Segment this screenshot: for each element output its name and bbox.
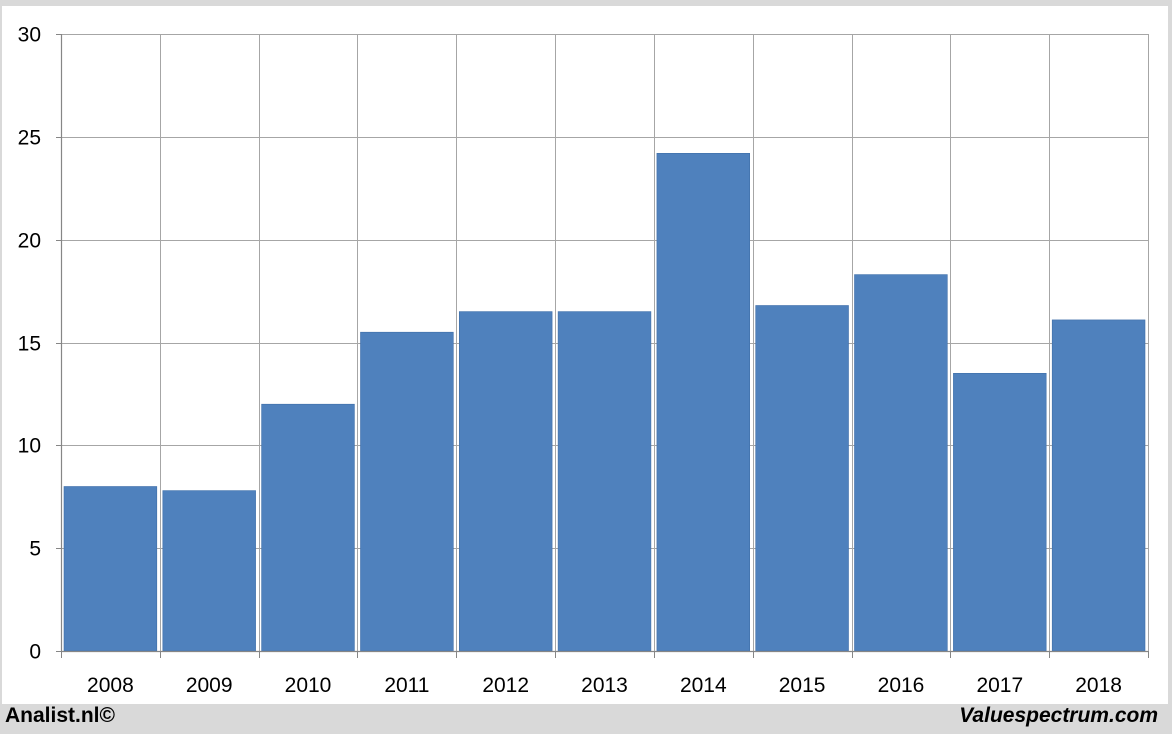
y-tick-label: 15 (18, 333, 41, 356)
y-tick-label: 30 (18, 24, 41, 47)
x-tick-label: 2010 (285, 674, 332, 697)
x-tick-label: 2012 (482, 674, 529, 697)
axes-layer (56, 34, 1149, 658)
x-tick-label: 2011 (384, 674, 429, 697)
y-tick-label: 0 (29, 641, 41, 664)
x-tick-label: 2014 (680, 674, 727, 697)
x-tick-label: 2015 (779, 674, 826, 697)
footer-brand-label: Valuespectrum.com (959, 704, 1158, 727)
y-tick-label: 25 (18, 127, 41, 150)
footer-source-label: Analist.nl© (5, 704, 115, 727)
y-tick-labels: 0 5 10 15 20 25 30 (18, 24, 41, 664)
bar-2011 (360, 331, 454, 652)
x-tick-label: 2018 (1075, 674, 1122, 697)
bar-2009 (162, 490, 256, 652)
x-tick-label: 2016 (878, 674, 925, 697)
bar-2016 (854, 274, 948, 652)
x-tick-label: 2009 (186, 674, 233, 697)
bar-2015 (755, 305, 849, 652)
y-tick-label: 20 (18, 230, 41, 253)
bar-2013 (557, 311, 652, 652)
x-tick-label: 2013 (581, 674, 628, 697)
y-tick-label: 10 (18, 435, 41, 458)
bar-2012 (458, 311, 553, 652)
x-tick-label: 2008 (87, 674, 134, 697)
y-tick-label: 5 (29, 538, 41, 561)
x-tick-labels: 2008 2009 2010 2011 2012 2013 2014 2015 2016 2017… (87, 674, 1122, 697)
bar-2017 (953, 372, 1047, 652)
bar-2008 (63, 486, 158, 652)
x-tick-label: 2017 (976, 674, 1023, 697)
bar-2010 (261, 403, 355, 652)
bar-2014 (656, 153, 751, 652)
bar-2018 (1051, 319, 1146, 652)
bars-layer (63, 153, 1146, 652)
